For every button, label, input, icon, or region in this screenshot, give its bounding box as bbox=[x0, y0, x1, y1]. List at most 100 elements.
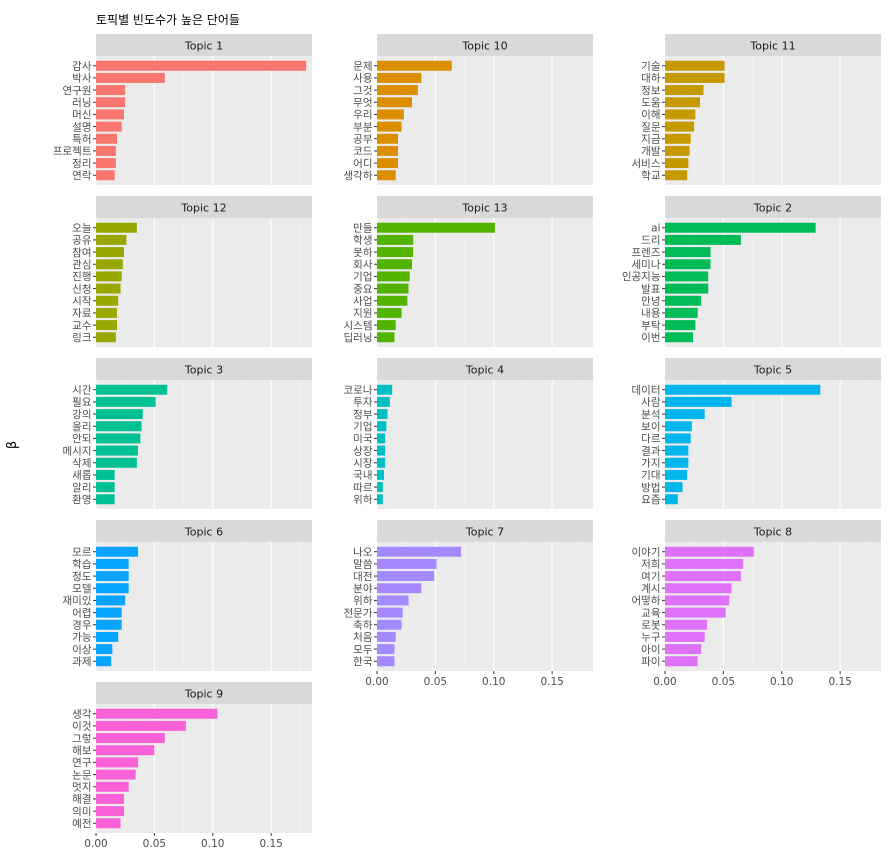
y-tick-label: 자료 bbox=[72, 308, 92, 320]
bar-topic-8-2 bbox=[665, 558, 744, 569]
bar-topic-3-4 bbox=[96, 421, 142, 432]
bar-topic-3-5 bbox=[96, 433, 141, 444]
x-tick-label: 0.05 bbox=[712, 676, 735, 688]
bar-topic-11-2 bbox=[665, 72, 725, 83]
bar-topic-4-9 bbox=[377, 482, 383, 493]
y-tick-label: 분야 bbox=[353, 582, 373, 595]
y-tick-label: 그렇 bbox=[72, 732, 91, 745]
y-tick-label: 기술 bbox=[641, 61, 661, 73]
y-tick-label: 시간 bbox=[72, 385, 92, 397]
y-tick-label: 학교 bbox=[641, 170, 661, 182]
y-tick-label: 안되 bbox=[72, 433, 91, 445]
y-tick-label: 코드 bbox=[353, 146, 373, 158]
y-tick-label: 모델 bbox=[72, 583, 91, 595]
y-tick-label: 요즘 bbox=[641, 494, 661, 506]
strip-label-topic-1: Topic 1 bbox=[184, 40, 223, 53]
y-tick-label: 설명 bbox=[72, 121, 91, 133]
bar-topic-6-8 bbox=[96, 631, 119, 642]
bar-topic-5-2 bbox=[665, 396, 732, 407]
y-tick-label: 부분 bbox=[353, 121, 373, 133]
bar-topic-12-8 bbox=[96, 307, 118, 318]
bar-topic-4-2 bbox=[377, 396, 390, 407]
y-tick-label: 예전 bbox=[72, 817, 91, 830]
bar-topic-8-9 bbox=[665, 644, 702, 655]
y-tick-label: 해결 bbox=[72, 793, 91, 806]
y-tick-label: 축하 bbox=[353, 619, 373, 632]
y-tick-label: 대하 bbox=[641, 72, 661, 85]
bar-topic-8-4 bbox=[665, 583, 732, 594]
y-tick-label: 시작 bbox=[72, 296, 92, 308]
bar-topic-4-5 bbox=[377, 433, 386, 444]
y-tick-label: 러닝 bbox=[72, 97, 91, 109]
y-tick-label: 신청 bbox=[72, 283, 91, 295]
bar-topic-13-3 bbox=[377, 247, 414, 258]
bar-topic-5-3 bbox=[665, 409, 705, 420]
bar-topic-12-4 bbox=[96, 259, 123, 270]
y-tick-label: 방법 bbox=[641, 482, 660, 494]
y-tick-label: 필요 bbox=[72, 397, 92, 409]
y-tick-label: 학생 bbox=[353, 235, 372, 247]
bar-topic-6-1 bbox=[96, 546, 139, 557]
y-tick-label: 나오 bbox=[353, 547, 373, 559]
bar-topic-7-4 bbox=[377, 583, 422, 594]
bar-topic-3-2 bbox=[96, 396, 156, 407]
bar-topic-12-7 bbox=[96, 295, 119, 306]
bar-topic-1-4 bbox=[96, 97, 126, 108]
bar-topic-7-5 bbox=[377, 595, 409, 606]
strip-label-topic-2: Topic 2 bbox=[753, 202, 792, 215]
y-tick-label: 부탁 bbox=[641, 320, 661, 332]
y-tick-label: 무엇 bbox=[353, 97, 372, 109]
y-tick-label: 과제 bbox=[72, 656, 91, 668]
bar-topic-13-4 bbox=[377, 259, 413, 270]
bar-topic-10-10 bbox=[377, 170, 396, 181]
y-tick-label: 저희 bbox=[641, 559, 660, 571]
bar-topic-11-3 bbox=[665, 85, 704, 96]
y-tick-label: 여기 bbox=[641, 571, 660, 583]
strip-topic-1 bbox=[96, 34, 312, 56]
panel-background bbox=[96, 542, 312, 671]
bar-topic-1-2 bbox=[96, 72, 165, 83]
bar-topic-3-3 bbox=[96, 409, 143, 420]
bar-topic-9-8 bbox=[96, 793, 125, 804]
y-tick-label: 어디 bbox=[353, 158, 372, 170]
y-tick-label: 생각하 bbox=[344, 169, 373, 182]
bar-topic-12-2 bbox=[96, 234, 127, 245]
y-tick-label: 사업 bbox=[353, 295, 372, 308]
bar-topic-10-9 bbox=[377, 158, 399, 169]
y-tick-label: 위하 bbox=[353, 493, 373, 506]
bar-topic-12-9 bbox=[96, 320, 118, 331]
bar-topic-7-8 bbox=[377, 631, 396, 642]
bar-topic-11-1 bbox=[665, 60, 725, 71]
bar-topic-10-5 bbox=[377, 109, 404, 120]
strip-label-topic-6: Topic 6 bbox=[184, 526, 223, 539]
bar-topic-11-7 bbox=[665, 133, 691, 144]
y-tick-label: 코로나 bbox=[344, 385, 373, 397]
y-tick-label: 환영 bbox=[72, 494, 91, 506]
bar-topic-11-9 bbox=[665, 158, 689, 169]
y-tick-label: 기업 bbox=[353, 420, 372, 433]
y-tick-label: 서비스 bbox=[632, 158, 661, 170]
y-tick-label: 만들 bbox=[353, 223, 373, 235]
y-tick-label: 못하 bbox=[353, 246, 373, 259]
strip-label-topic-9: Topic 9 bbox=[184, 688, 223, 701]
bar-topic-4-10 bbox=[377, 494, 383, 505]
bar-topic-7-2 bbox=[377, 558, 437, 569]
y-tick-label: 논문 bbox=[72, 769, 92, 781]
bar-topic-12-10 bbox=[96, 332, 116, 343]
bar-topic-13-5 bbox=[377, 271, 410, 282]
bar-topic-5-8 bbox=[665, 469, 688, 480]
bar-topic-7-7 bbox=[377, 619, 402, 630]
y-tick-label: 이해 bbox=[641, 108, 660, 121]
bar-topic-5-4 bbox=[665, 421, 692, 432]
bar-topic-8-3 bbox=[665, 571, 741, 582]
bar-topic-11-6 bbox=[665, 121, 695, 132]
y-tick-label: 지원 bbox=[353, 308, 372, 320]
strip-topic-5 bbox=[665, 358, 881, 380]
y-tick-label: 지금 bbox=[641, 134, 661, 146]
bar-topic-5-9 bbox=[665, 482, 683, 493]
y-tick-label: 링크 bbox=[72, 332, 92, 344]
strip-topic-8 bbox=[665, 520, 881, 542]
